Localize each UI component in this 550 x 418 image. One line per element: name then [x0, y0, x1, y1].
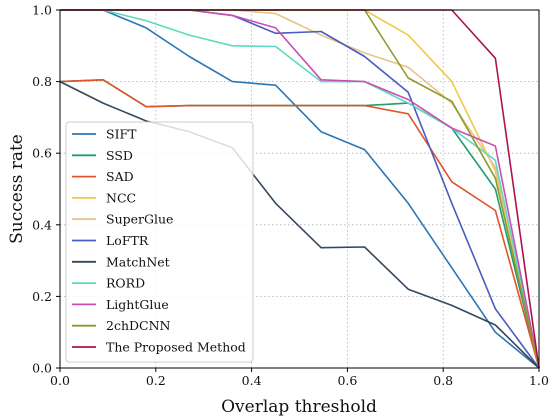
legend-label-loftr: LoFTR [106, 233, 149, 248]
plot-frame [59, 9, 540, 369]
legend-label-rord: RORD [106, 276, 145, 291]
legend-label-lightglue: LightGlue [106, 297, 169, 312]
legend: SIFT SSD SAD NCC SuperGlue LoFTR MatchNet RORD L… [65, 121, 254, 363]
legend-label-matchnet: MatchNet [106, 254, 170, 269]
legend-label-sift: SIFT [106, 127, 137, 142]
y-tick-label: 0.2 [32, 289, 52, 304]
legend-label-ncc: NCC [106, 190, 136, 205]
legend-label-sad: SAD [106, 169, 134, 184]
y-tick-label: 1.0 [32, 3, 52, 18]
y-tick-label: 0.4 [32, 217, 52, 232]
x-tick-label: 0.0 [50, 373, 70, 388]
x-tick-label: 0.6 [337, 373, 357, 388]
x-tick-label: 1.0 [529, 373, 549, 388]
y-tick-label: 0.0 [32, 361, 52, 376]
x-tick-label: 0.8 [433, 373, 453, 388]
y-tick-label: 0.6 [32, 146, 52, 161]
series-line-matchnet [59, 80, 540, 369]
series-line-rord [60, 9, 540, 369]
x-tick-label: 0.4 [242, 373, 262, 388]
legend-label-ssd: SSD [106, 148, 133, 163]
y-tick-label: 0.8 [32, 74, 52, 89]
x-tick-label: 0.2 [146, 373, 166, 388]
y-axis-title: Success rate [7, 134, 27, 244]
ticks: 0.0 0.2 0.4 0.6 0.8 1.0 0.0 0.2 0.4 0.6 0.8 1.0 [32, 3, 549, 389]
series-line-sift [60, 9, 540, 369]
x-axis-title: Overlap threshold [221, 397, 377, 417]
legend-box [65, 121, 254, 363]
legend-label-superglue: SuperGlue [106, 212, 173, 227]
legend-label-2chdcnn: 2chDCNN [106, 318, 171, 333]
legend-label-the-proposed-method: The Proposed Method [106, 340, 246, 355]
series-line-sad [59, 79, 540, 369]
